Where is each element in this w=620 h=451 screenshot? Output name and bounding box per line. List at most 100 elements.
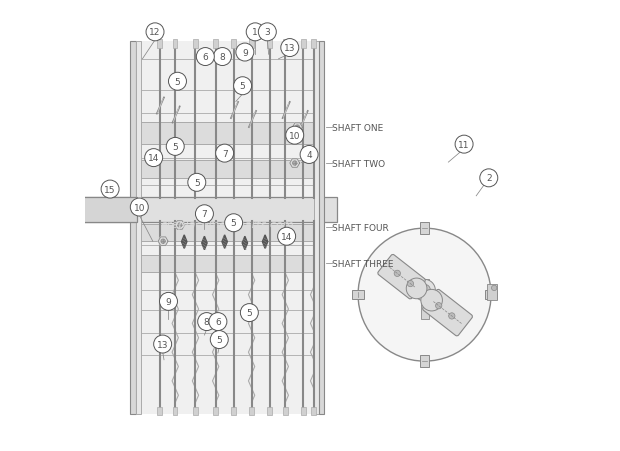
Bar: [311, 41, 316, 48]
Text: 5: 5: [216, 335, 222, 344]
Bar: [140, 256, 314, 272]
Bar: [213, 407, 218, 415]
Polygon shape: [262, 235, 268, 249]
Circle shape: [259, 24, 277, 42]
Bar: [314, 42, 319, 414]
Circle shape: [246, 24, 264, 42]
Text: 11: 11: [458, 140, 470, 149]
Bar: [485, 290, 497, 299]
Bar: [136, 42, 141, 414]
Circle shape: [295, 125, 299, 130]
Circle shape: [144, 149, 162, 167]
Bar: [301, 41, 306, 48]
Polygon shape: [293, 124, 303, 132]
Circle shape: [166, 138, 184, 156]
Text: 5: 5: [231, 219, 236, 228]
Bar: [173, 41, 177, 48]
Circle shape: [480, 170, 498, 188]
Circle shape: [281, 40, 299, 57]
Polygon shape: [158, 237, 168, 246]
Circle shape: [216, 145, 234, 163]
Circle shape: [236, 44, 254, 62]
FancyBboxPatch shape: [378, 255, 425, 299]
Circle shape: [198, 313, 216, 331]
Circle shape: [300, 146, 318, 164]
Text: 5: 5: [247, 308, 252, 318]
Bar: [487, 285, 497, 301]
Text: SHAFT FOUR: SHAFT FOUR: [332, 223, 389, 232]
Bar: [283, 41, 288, 48]
Bar: [157, 41, 162, 48]
Text: SHAFT ONE: SHAFT ONE: [332, 123, 384, 132]
Polygon shape: [182, 235, 187, 249]
Circle shape: [406, 278, 427, 299]
Circle shape: [449, 313, 455, 319]
Text: 8: 8: [219, 53, 225, 62]
Text: 1: 1: [252, 28, 258, 37]
Circle shape: [197, 48, 215, 66]
Text: 6: 6: [203, 53, 208, 62]
Text: 5: 5: [172, 143, 178, 152]
Circle shape: [414, 280, 435, 301]
Bar: [267, 41, 272, 48]
Bar: [157, 407, 162, 415]
Circle shape: [234, 78, 252, 96]
Bar: [231, 41, 236, 48]
Bar: [74, 198, 337, 222]
Bar: [420, 355, 429, 368]
Text: 9: 9: [166, 297, 171, 306]
Text: SHAFT TWO: SHAFT TWO: [332, 159, 386, 168]
Bar: [420, 279, 428, 320]
Circle shape: [421, 290, 443, 311]
Circle shape: [169, 73, 187, 91]
Circle shape: [154, 335, 172, 353]
Circle shape: [177, 223, 182, 228]
Bar: [140, 161, 314, 179]
Bar: [140, 122, 314, 145]
Circle shape: [394, 271, 401, 277]
Text: 10: 10: [289, 131, 301, 140]
Circle shape: [358, 229, 491, 361]
FancyBboxPatch shape: [423, 290, 472, 336]
Circle shape: [455, 136, 473, 154]
Polygon shape: [202, 237, 207, 250]
Bar: [283, 407, 288, 415]
Text: 2: 2: [486, 174, 492, 183]
Circle shape: [161, 239, 166, 244]
Bar: [249, 41, 254, 48]
Text: 7: 7: [202, 210, 207, 219]
Circle shape: [418, 285, 430, 296]
Circle shape: [241, 304, 259, 322]
Polygon shape: [242, 237, 247, 250]
Text: 12: 12: [149, 28, 161, 37]
Bar: [173, 407, 177, 415]
Circle shape: [407, 281, 414, 287]
Bar: [193, 41, 198, 48]
Bar: [140, 42, 314, 414]
Circle shape: [209, 313, 227, 331]
Bar: [249, 407, 254, 415]
Text: 9: 9: [242, 48, 248, 57]
Text: 5: 5: [240, 82, 246, 91]
Bar: [352, 290, 365, 299]
Bar: [231, 407, 236, 415]
Circle shape: [159, 293, 177, 311]
Bar: [311, 407, 316, 415]
Circle shape: [130, 198, 148, 216]
Circle shape: [188, 174, 206, 192]
Text: SHAFT THREE: SHAFT THREE: [332, 259, 394, 268]
Circle shape: [101, 181, 119, 198]
Text: 8: 8: [204, 318, 210, 327]
Circle shape: [146, 24, 164, 42]
Circle shape: [210, 331, 228, 349]
Bar: [140, 224, 314, 241]
Text: 5: 5: [175, 78, 180, 87]
Circle shape: [278, 228, 296, 246]
Polygon shape: [222, 235, 228, 249]
Circle shape: [293, 161, 297, 166]
Bar: [130, 42, 136, 414]
Text: 15: 15: [104, 185, 116, 194]
Circle shape: [436, 303, 442, 309]
Polygon shape: [290, 159, 299, 168]
Circle shape: [213, 48, 231, 66]
